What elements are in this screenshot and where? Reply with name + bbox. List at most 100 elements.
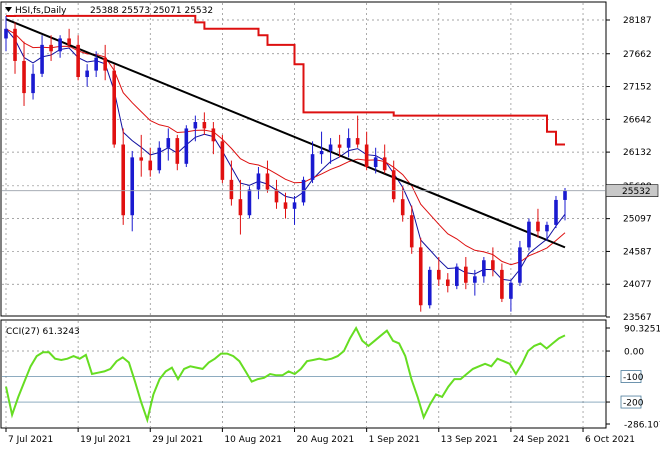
candle-body	[202, 122, 207, 129]
candle-body	[319, 150, 324, 155]
ohlc-label: 25388 25573 25071 25532	[90, 6, 213, 16]
candle-body	[346, 138, 351, 148]
candle-body	[22, 60, 26, 94]
candle-body	[67, 38, 71, 45]
x-tick-label: 13 Sep 2021	[441, 435, 498, 445]
candle-body	[175, 138, 180, 164]
candle-body	[292, 202, 297, 209]
candle-body	[355, 138, 360, 145]
candle-body	[337, 144, 342, 148]
candle-body	[40, 44, 44, 74]
moving-average-slow	[5, 28, 566, 266]
candle-body	[76, 44, 80, 78]
symbol-label: HSI,fs,Daily	[15, 6, 67, 16]
candle-body	[518, 247, 522, 283]
candle-body	[265, 173, 270, 190]
indicator-label: CCI(27) 61.3243	[6, 327, 80, 337]
candle-body	[85, 70, 89, 78]
candle-body	[193, 122, 198, 129]
candle-body	[220, 141, 225, 180]
candle-body	[545, 224, 549, 232]
candle-body	[364, 144, 369, 168]
y-axis: 2818727662271522664226132256082509724587…	[2, 16, 659, 323]
resistance-step-line	[6, 14, 565, 146]
candle-body	[400, 199, 405, 216]
candle-body	[409, 215, 414, 248]
candle-body	[418, 247, 423, 306]
candle-body	[310, 154, 315, 180]
candle-body	[563, 190, 567, 200]
candle-body	[527, 221, 531, 248]
indicator-level-label: -200	[623, 399, 644, 409]
y-tick-label: 23567	[623, 313, 652, 323]
candle-body	[31, 73, 35, 94]
candle-body	[4, 28, 8, 39]
candle-body	[455, 266, 459, 286]
candle-body	[58, 38, 62, 52]
current-price-tag	[605, 184, 659, 197]
grid	[2, 3, 605, 427]
candle-body	[247, 189, 252, 216]
cci-line	[5, 326, 566, 424]
indicator-level-tag	[620, 370, 642, 383]
candle-body	[536, 221, 540, 232]
candle-body	[283, 202, 288, 209]
candle-body	[157, 147, 162, 171]
candle-body	[301, 179, 306, 203]
candle-body	[148, 160, 153, 171]
candle-body	[103, 57, 107, 71]
y-tick-label: 27662	[623, 50, 652, 60]
candle-body	[184, 128, 189, 164]
candle-body	[130, 157, 135, 216]
candle-body	[436, 269, 441, 280]
candle-body	[445, 279, 450, 286]
y-tick-label: 26132	[623, 148, 652, 158]
x-tick-label: 7 Jul 2021	[8, 435, 53, 445]
candle-body	[274, 189, 279, 203]
candle-body	[464, 266, 468, 283]
x-axis: 7 Jul 2021 19 Jul 2021 29 Jul 2021 10 Aug 2…	[5, 428, 635, 445]
candle-body	[427, 269, 432, 306]
indicator-levels: 90.3251 0.00 -100 -200 -286.1076	[2, 325, 660, 431]
x-tick-label: 24 Sep 2021	[513, 435, 570, 445]
x-tick-label: 29 Jul 2021	[152, 435, 203, 445]
x-tick-label: 1 Sep 2021	[369, 435, 420, 445]
candle-body	[166, 138, 171, 148]
candle-body	[391, 170, 396, 200]
candle-body	[491, 260, 495, 270]
candle-body	[49, 44, 53, 52]
y-tick-label: 28187	[623, 16, 652, 26]
candles	[4, 15, 567, 312]
candle-body	[500, 269, 504, 299]
candle-body	[112, 70, 116, 145]
candle-body	[229, 179, 234, 200]
indicator-level-label: 90.3251	[624, 325, 660, 335]
candle-body	[328, 144, 333, 151]
dropdown-arrow-icon[interactable]	[5, 7, 12, 12]
y-tick-label: 25097	[623, 215, 652, 225]
x-tick-label: 6 Oct 2021	[585, 435, 635, 445]
x-tick-label: 20 Aug 2021	[297, 435, 355, 445]
candle-body	[238, 199, 243, 216]
indicator-level-label: 0.00	[624, 348, 644, 358]
current-price-label: 25532	[622, 187, 651, 197]
candle-body	[139, 157, 144, 161]
cci-path	[5, 326, 566, 424]
candle-body	[94, 57, 98, 71]
trend-line	[5, 18, 566, 249]
candle-body	[13, 28, 17, 61]
y-tick-label: 26642	[623, 115, 652, 125]
price-panel-frame	[0, 1, 607, 317]
indicator-level-tag	[620, 395, 642, 409]
candle-body	[554, 199, 558, 225]
y-tick-label: 27152	[623, 83, 652, 93]
candle-body	[373, 157, 378, 168]
candle-body	[382, 157, 387, 171]
x-tick-label: 19 Jul 2021	[80, 435, 131, 445]
candle-body	[121, 144, 126, 216]
candle-body	[482, 260, 486, 277]
indicator-panel-frame	[0, 319, 607, 429]
indicator-level-label: -286.1076	[624, 421, 660, 431]
y-tick-label: 24587	[623, 247, 652, 257]
